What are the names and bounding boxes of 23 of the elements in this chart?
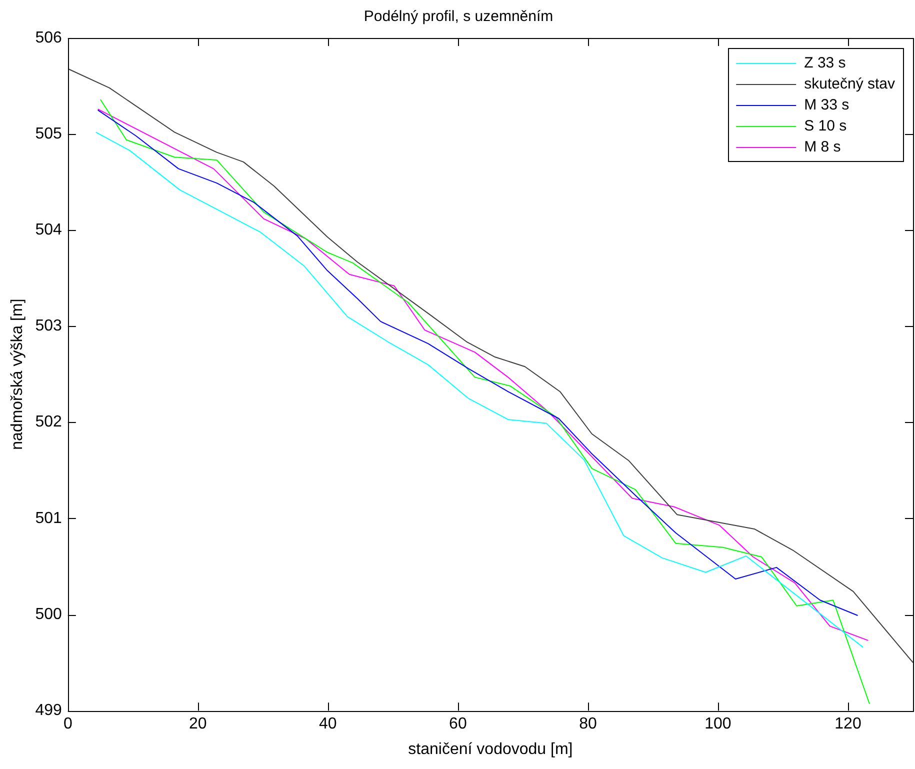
x-tick-label: 80 [579,716,597,733]
y-tick-label: 505 [35,125,62,142]
x-tick-label: 40 [319,716,337,733]
legend-label: Z 33 s [804,54,846,72]
y-tick-label: 503 [35,318,62,335]
y-tick-label: 502 [35,414,62,431]
y-tick-label: 504 [35,222,62,239]
x-tick-label: 20 [189,716,207,733]
y-tick-label: 500 [35,606,62,623]
y-axis-title: nadmořská výška [m] [9,298,26,450]
legend-label: skutečný stav [804,76,896,93]
x-tick-label: 100 [704,716,732,733]
y-tick-label: 501 [35,510,62,527]
legend-label: M 8 s [804,138,841,156]
y-tick-label: 506 [35,29,62,46]
legend-label: M 33 s [804,96,850,114]
x-axis-title: staničení vodovodu [m] [408,740,573,758]
x-tick-label: 120 [834,716,862,733]
x-tick-label: 0 [63,716,72,733]
y-tick-label: 499 [35,702,62,720]
legend-label: S 10 s [804,118,847,135]
x-tick-label: 60 [449,716,467,733]
chart-title: Podélný profil, s uzemněním [364,8,554,26]
